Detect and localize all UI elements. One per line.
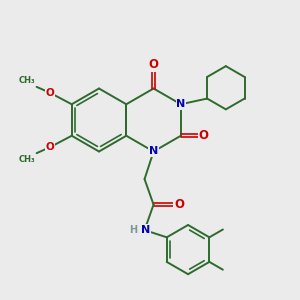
Text: O: O bbox=[174, 198, 184, 211]
Text: O: O bbox=[148, 58, 159, 71]
Text: CH₃: CH₃ bbox=[19, 76, 35, 85]
Text: CH₃: CH₃ bbox=[19, 155, 35, 164]
Text: O: O bbox=[198, 129, 208, 142]
Text: N: N bbox=[149, 146, 158, 157]
Text: H: H bbox=[129, 225, 137, 235]
Text: N: N bbox=[141, 225, 151, 235]
Text: O: O bbox=[46, 142, 55, 152]
Text: N: N bbox=[176, 99, 185, 109]
Text: O: O bbox=[46, 88, 55, 98]
